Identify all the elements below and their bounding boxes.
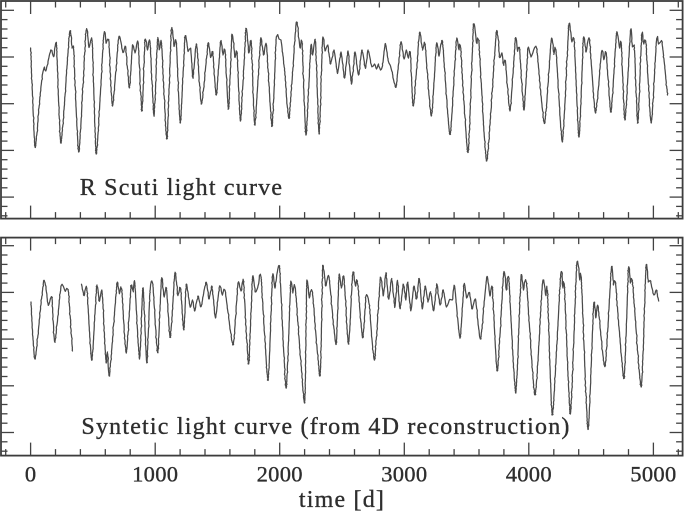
svg-text:4000: 4000: [506, 462, 552, 487]
svg-text:2000: 2000: [257, 462, 303, 487]
svg-text:time [d]: time [d]: [299, 487, 385, 512]
svg-text:0: 0: [25, 462, 37, 487]
svg-text:5000: 5000: [630, 462, 676, 487]
svg-text:Syntetic light curve (from 4D: Syntetic light curve (from 4D reconstruc…: [81, 414, 570, 440]
svg-text:1000: 1000: [132, 462, 178, 487]
svg-text:3000: 3000: [381, 462, 427, 487]
svg-text:R Scuti light curve: R Scuti light curve: [80, 175, 283, 201]
